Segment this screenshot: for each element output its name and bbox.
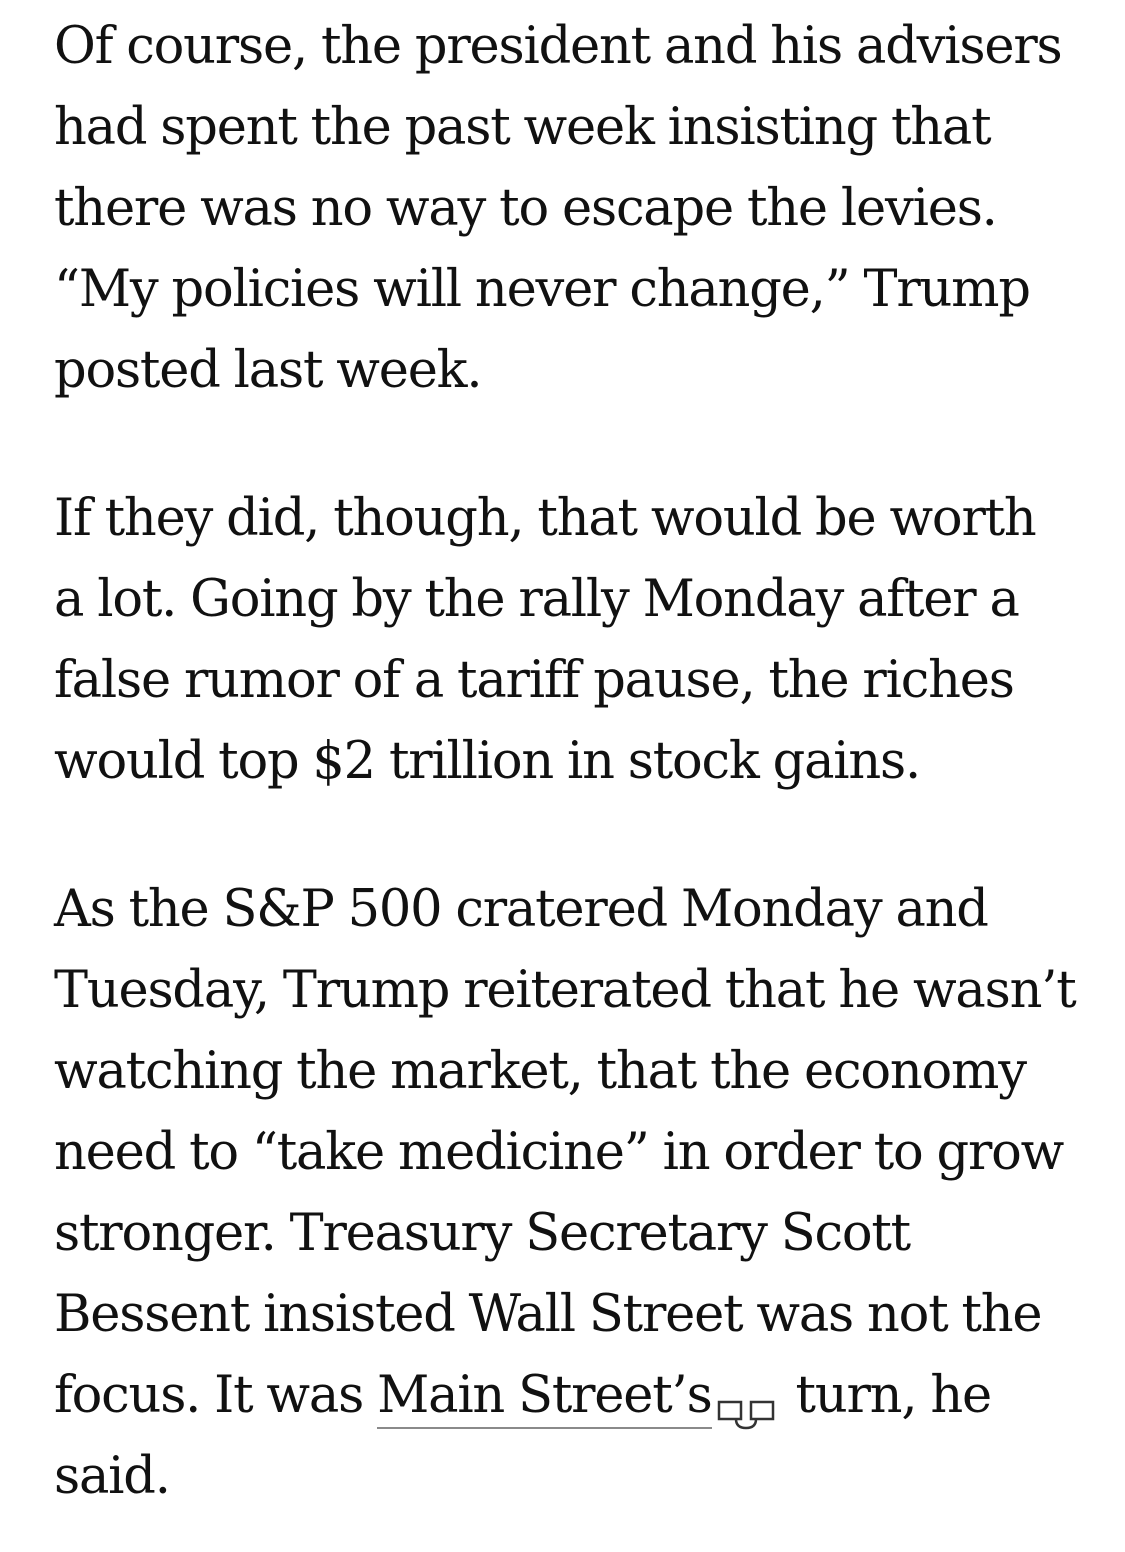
text-line: Bessent insisted Wall Street was not the [54, 1285, 1043, 1344]
text-line: a lot. Going by the rally Monday after a [54, 570, 1020, 629]
paragraph-3: As the S&P 500 cratered Monday and Tuesd… [54, 869, 1084, 1517]
text-line: would top $2 trillion in stock gains. [54, 732, 921, 791]
text-line: false rumor of a tariff pause, the riche… [54, 651, 1015, 710]
text-line: stronger. Treasury Secretary Scott [54, 1204, 911, 1263]
external-link-icon[interactable] [716, 1375, 776, 1430]
link-line-after: turn, he [781, 1366, 993, 1425]
article-body: Of course, the president and his adviser… [54, 6, 1084, 1517]
text-line: Of course, the president and his adviser… [54, 17, 1063, 76]
text-line: If they did, though, that would be worth [54, 489, 1037, 548]
link-line-before: focus. It was [54, 1366, 378, 1425]
text-line: As the S&P 500 cratered Monday and [54, 880, 989, 939]
paragraph-2: If they did, though, that would be worth… [54, 478, 1084, 802]
text-line: posted last week. [54, 341, 483, 400]
main-street-link[interactable]: Main Street’s [377, 1366, 713, 1429]
text-line: had spent the past week insisting that [54, 98, 992, 157]
text-line-with-link: focus. It was Main Street’s turn, he [54, 1355, 1084, 1436]
text-line: “My policies will never change,” Trump [54, 260, 1031, 319]
text-line: there was no way to escape the levies. [54, 179, 998, 238]
paragraph-1: Of course, the president and his adviser… [54, 6, 1084, 411]
text-line: watching the market, that the economy [54, 1042, 1027, 1101]
text-line: need to “take medicine” in order to grow [54, 1123, 1064, 1182]
text-line: Tuesday, Trump reiterated that he wasn’t [54, 961, 1077, 1020]
text-line: said. [54, 1447, 171, 1506]
